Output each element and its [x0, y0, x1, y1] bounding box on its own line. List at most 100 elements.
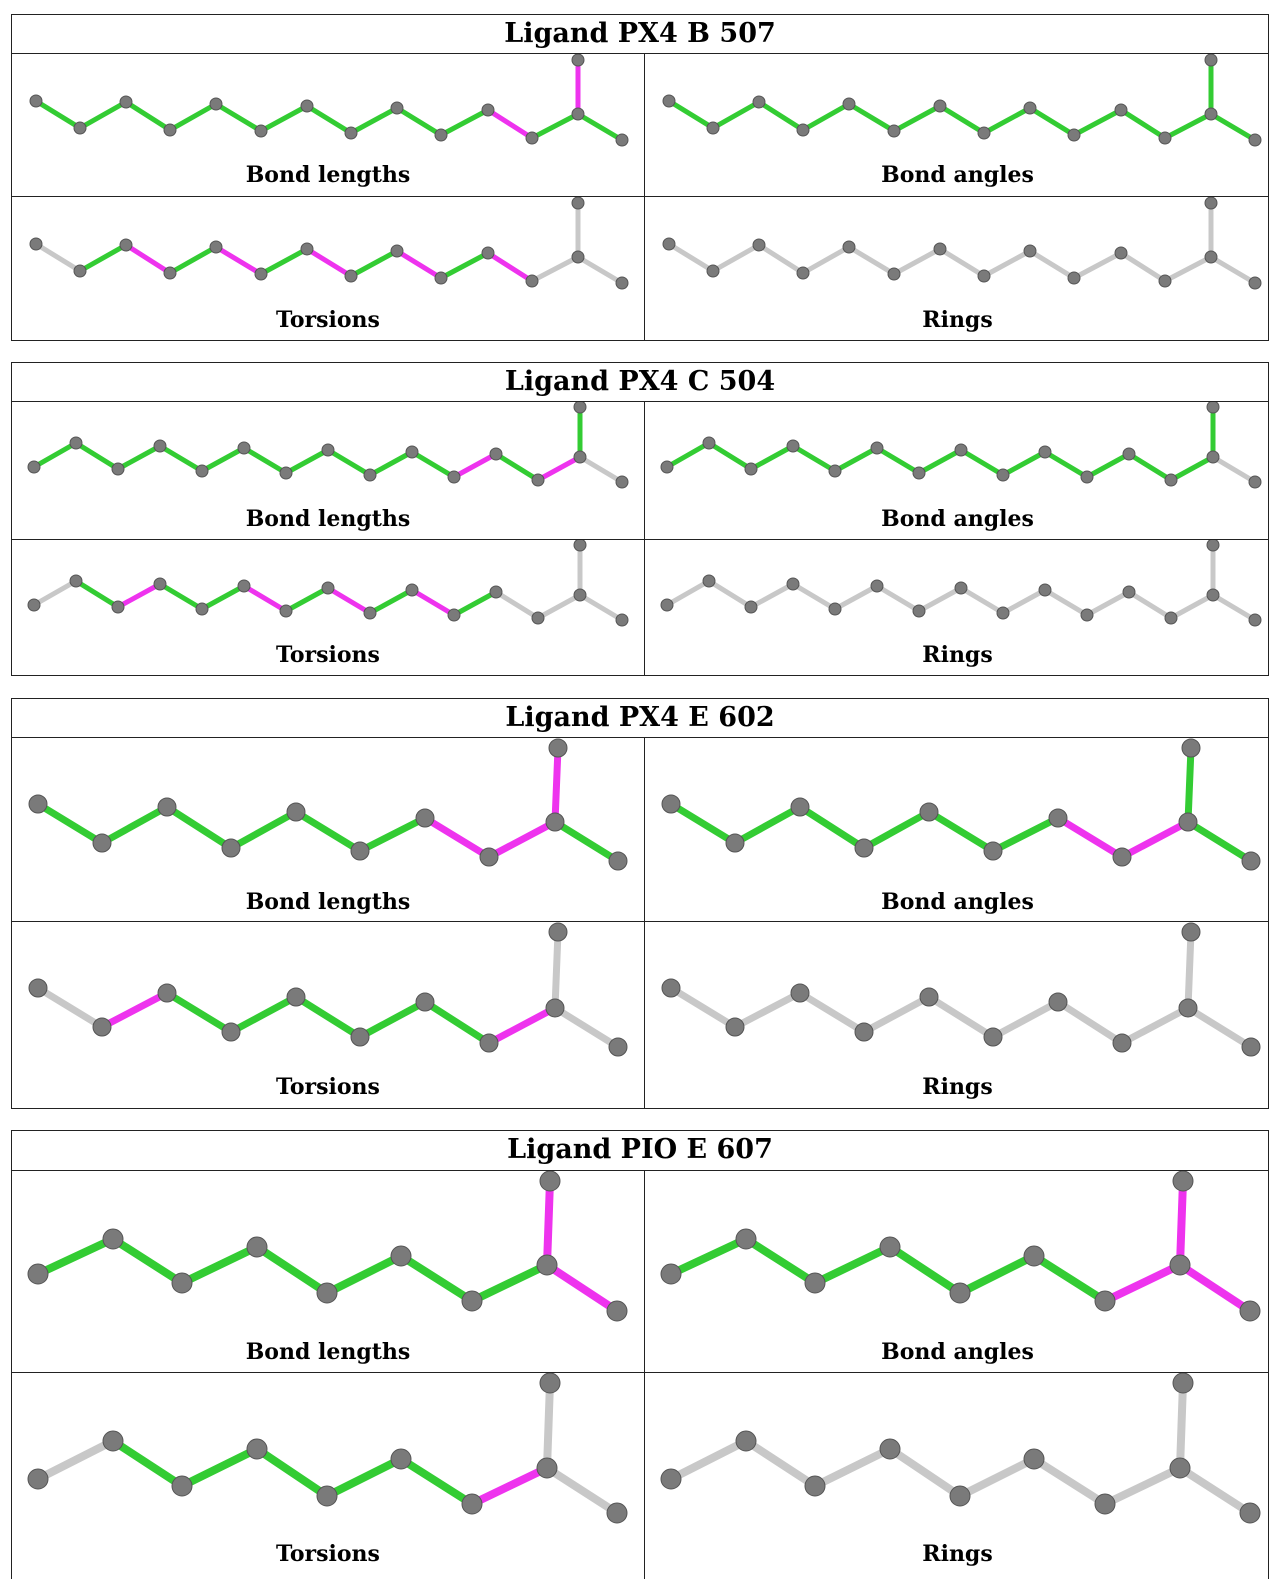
atom	[489, 585, 503, 599]
molecule-diagram	[27, 1373, 628, 1524]
bond	[664, 440, 712, 470]
bond	[123, 99, 173, 133]
atom	[246, 1438, 268, 1460]
bond	[535, 592, 583, 621]
atom	[752, 238, 766, 252]
atom	[316, 1485, 338, 1507]
bond	[1210, 592, 1258, 623]
bond	[253, 1445, 331, 1500]
atom	[27, 1263, 49, 1285]
atom	[1241, 1037, 1261, 1057]
bond	[551, 928, 562, 1012]
bond	[348, 105, 400, 136]
atom	[479, 1033, 499, 1053]
atom	[300, 242, 314, 256]
atom	[1248, 475, 1262, 489]
bond	[1101, 1261, 1184, 1305]
bond	[891, 103, 943, 134]
atom	[539, 1373, 561, 1394]
panel-torsions: Torsions	[12, 540, 644, 677]
panel-bond-angles: Bond angles	[645, 402, 1270, 539]
atom	[571, 197, 585, 210]
bond	[874, 445, 922, 476]
atom	[735, 1228, 757, 1250]
molecule-diagram	[28, 922, 628, 1057]
bond	[1162, 111, 1214, 141]
panel-label: Bond angles	[881, 889, 1034, 915]
bond	[551, 818, 622, 865]
atom	[434, 128, 448, 142]
atom	[977, 269, 991, 283]
atom	[606, 1300, 628, 1322]
bond	[397, 1455, 476, 1508]
bond	[397, 1252, 476, 1305]
panel-label: Rings	[922, 642, 993, 668]
atom	[1248, 133, 1262, 147]
bond	[421, 814, 493, 861]
bond	[832, 445, 880, 474]
panel-bond-angles: Bond angles	[645, 54, 1270, 196]
bond	[1162, 254, 1214, 284]
atom	[447, 608, 461, 622]
atom	[531, 473, 545, 487]
atom	[1112, 847, 1132, 867]
bond	[667, 1437, 750, 1483]
bond	[529, 254, 581, 284]
atom	[1023, 101, 1037, 115]
atom	[363, 468, 377, 482]
atom	[949, 1485, 971, 1507]
bond	[34, 984, 106, 1031]
bond	[438, 250, 491, 281]
panel-torsions: Torsions	[12, 1373, 644, 1580]
atom	[536, 1254, 558, 1276]
bond	[1084, 451, 1132, 480]
atom	[390, 1245, 412, 1267]
bond	[958, 585, 1006, 616]
bond	[551, 744, 562, 826]
bond	[706, 440, 754, 472]
bond	[485, 250, 535, 284]
atom	[171, 1475, 193, 1497]
bond	[163, 803, 235, 852]
ligand-table: Ligand PIO E 607 Bond lengths Bond angle…	[11, 1130, 1269, 1579]
bond	[1184, 744, 1195, 826]
atom	[706, 264, 720, 278]
panel-label: Torsions	[276, 1541, 380, 1567]
atom	[489, 447, 503, 461]
bond	[958, 447, 1006, 478]
atom	[804, 1475, 826, 1497]
bond	[394, 248, 444, 281]
bond	[800, 244, 852, 276]
atom	[1204, 197, 1218, 210]
row-divider	[12, 196, 1268, 197]
atom	[221, 1022, 241, 1042]
bond	[109, 1437, 186, 1490]
atom	[1178, 998, 1198, 1018]
atom	[1080, 470, 1094, 484]
atom	[1239, 1502, 1261, 1524]
atom	[246, 1236, 268, 1258]
atom	[828, 464, 842, 478]
panel-rings: Rings	[645, 1373, 1270, 1580]
bond	[157, 443, 205, 474]
panel-bond-lengths: Bond lengths	[12, 54, 644, 196]
atom	[1114, 246, 1128, 260]
atom	[1048, 808, 1068, 828]
bond	[258, 103, 310, 134]
atom	[1239, 1300, 1261, 1322]
bond	[1054, 998, 1126, 1047]
molecule-diagram	[662, 54, 1262, 147]
atom	[615, 133, 629, 147]
bond	[710, 99, 762, 131]
atom	[660, 1263, 682, 1285]
atom	[350, 1027, 370, 1047]
bond	[241, 583, 289, 614]
bond	[323, 1455, 405, 1500]
bond	[325, 585, 373, 616]
atom	[119, 95, 133, 109]
bond	[367, 587, 415, 616]
bond	[916, 585, 964, 614]
bond	[790, 581, 838, 612]
bond	[73, 440, 121, 472]
panel-rings: Rings	[645, 540, 1270, 677]
